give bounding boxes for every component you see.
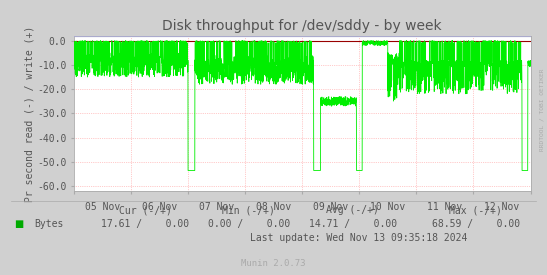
- Text: 08 Nov: 08 Nov: [256, 202, 292, 212]
- Y-axis label: Pr second read (-) / write (+): Pr second read (-) / write (+): [24, 25, 34, 202]
- Text: 09 Nov: 09 Nov: [313, 202, 348, 212]
- Title: Disk throughput for /dev/sddy - by week: Disk throughput for /dev/sddy - by week: [162, 19, 442, 33]
- Text: 14.71 /    0.00: 14.71 / 0.00: [309, 219, 397, 229]
- Text: 11 Nov: 11 Nov: [427, 202, 463, 212]
- Text: 17.61 /    0.00: 17.61 / 0.00: [101, 219, 189, 229]
- Text: Min (-/+): Min (-/+): [223, 205, 275, 215]
- Text: Cur (-/+): Cur (-/+): [119, 205, 171, 215]
- Text: 06 Nov: 06 Nov: [142, 202, 177, 212]
- Text: 68.59 /    0.00: 68.59 / 0.00: [432, 219, 520, 229]
- Text: 05 Nov: 05 Nov: [85, 202, 120, 212]
- Text: ■: ■: [14, 219, 23, 229]
- Text: 0.00 /    0.00: 0.00 / 0.00: [208, 219, 290, 229]
- Text: 12 Nov: 12 Nov: [485, 202, 520, 212]
- Text: Max (-/+): Max (-/+): [450, 205, 502, 215]
- Text: 10 Nov: 10 Nov: [370, 202, 405, 212]
- Text: Last update: Wed Nov 13 09:35:18 2024: Last update: Wed Nov 13 09:35:18 2024: [249, 233, 467, 243]
- Text: RRDTOOL / TOBI OETIKER: RRDTOOL / TOBI OETIKER: [539, 69, 544, 151]
- Text: Munin 2.0.73: Munin 2.0.73: [241, 260, 306, 268]
- Text: Bytes: Bytes: [34, 219, 64, 229]
- Text: 07 Nov: 07 Nov: [199, 202, 234, 212]
- Text: Avg (-/+): Avg (-/+): [327, 205, 379, 215]
